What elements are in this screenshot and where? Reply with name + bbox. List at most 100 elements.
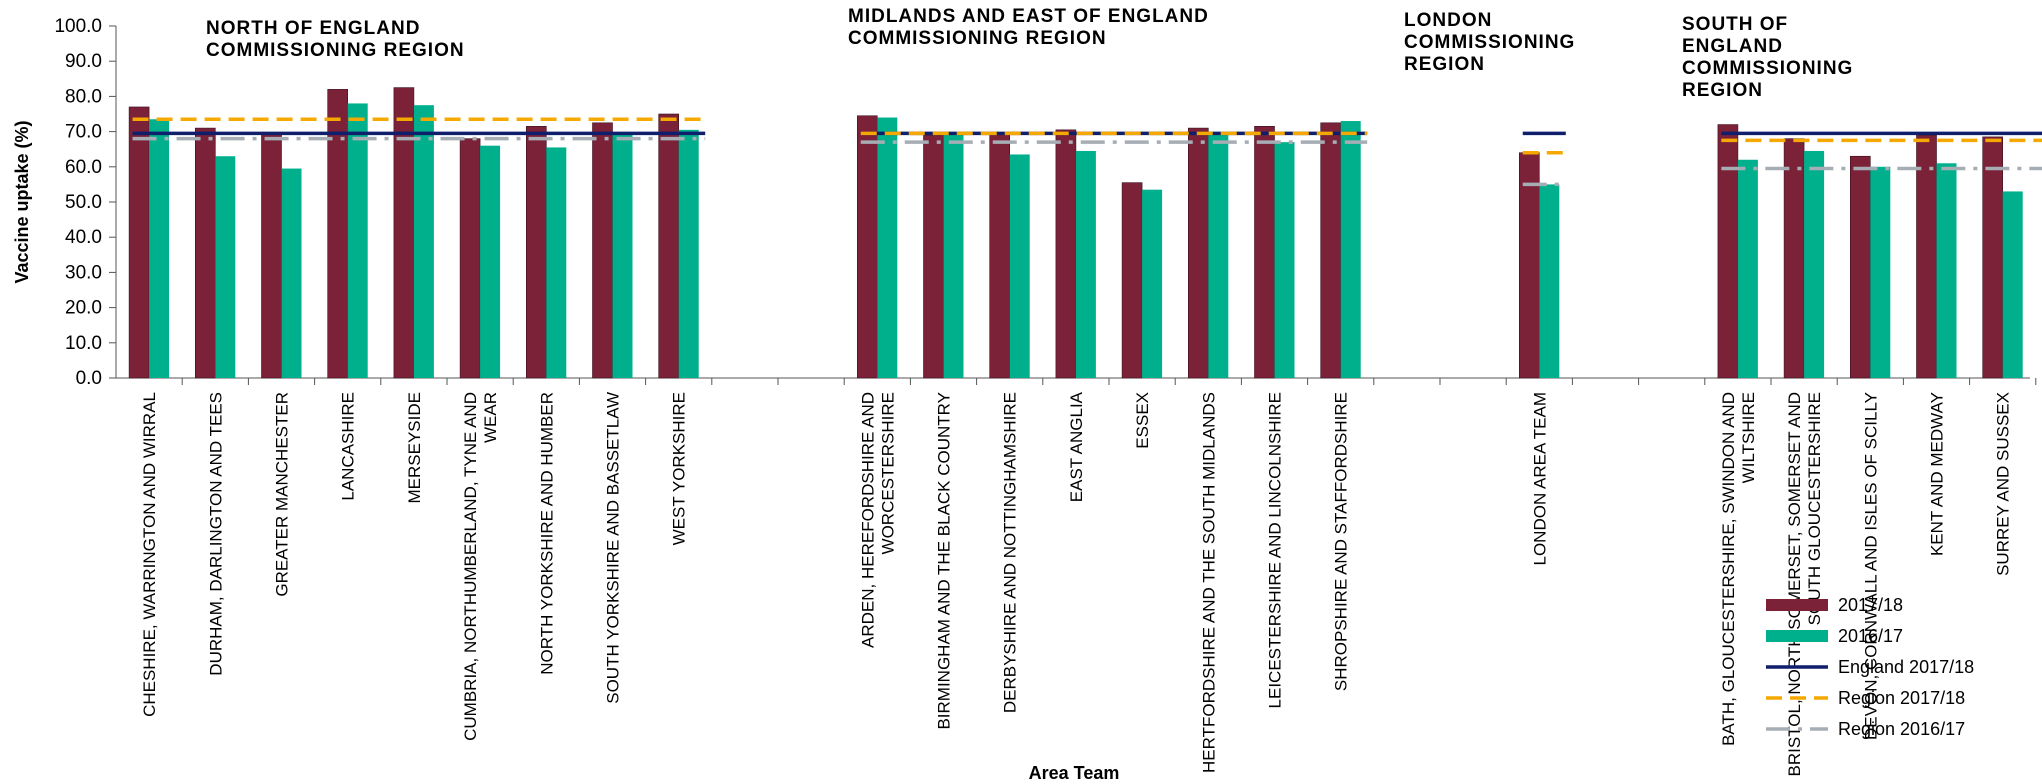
category-label-line: WILTSHIRE: [1739, 392, 1758, 483]
legend-swatch: [1766, 630, 1828, 642]
bar-2017-18: [1982, 136, 2003, 379]
category-label: KENT AND MEDWAY: [1928, 392, 1947, 556]
category-label-line: ARDEN, HEREFORDSHIRE AND: [858, 392, 877, 648]
category-label: DEVON, CORNWALL AND ISLES OF SCILLY: [1861, 392, 1880, 740]
legend-item: England 2017/18: [1766, 657, 1974, 677]
legend: 2017/18 2016/17 England 2017/18 Region 2017…: [1766, 595, 1974, 739]
y-tick-label: 60.0: [65, 157, 102, 178]
category-label-line: GREATER MANCHESTER: [273, 392, 292, 597]
category-label: SOUTH YORKSHIRE AND BASSETLAW: [604, 392, 623, 704]
category-label-line: LEICESTERSHIRE AND LINCOLNSHIRE: [1266, 392, 1285, 708]
category-label: ESSEX: [1133, 392, 1152, 449]
legend-label: England 2017/18: [1838, 657, 1974, 677]
category-label: EAST ANGLIA: [1067, 391, 1086, 502]
category-label: DURHAM, DARLINGTON AND TEES: [206, 392, 225, 676]
region-title-line: COMMISSIONING REGION: [848, 28, 1107, 49]
region-title-line: COMMISSIONING: [1404, 32, 1575, 53]
category-label: MERSEYSIDE: [405, 392, 424, 503]
region-title-line: COMMISSIONING: [1682, 58, 1853, 79]
bar-2016-17: [1009, 154, 1030, 378]
region-title-line: MIDLANDS AND EAST OF ENGLAND: [848, 6, 1209, 27]
bar-2017-18: [592, 122, 613, 379]
bar-2016-17: [347, 103, 368, 378]
bar-2016-17: [1274, 142, 1295, 378]
region-title-line: ENGLAND: [1682, 36, 1783, 57]
bar-2017-18: [923, 134, 944, 379]
bar-2016-17: [877, 117, 898, 379]
bar-2017-18: [1519, 152, 1540, 379]
y-tick-label: 90.0: [65, 51, 102, 72]
bar-2016-17: [1539, 184, 1560, 378]
bar-2017-18: [1717, 124, 1739, 379]
bar-2016-17: [678, 129, 699, 378]
category-label: BATH, GLOUCESTERSHIRE, SWINDON AND WILTSH…: [1719, 392, 1758, 746]
category-label-line: NORTH YORKSHIRE AND HUMBER: [537, 392, 556, 675]
category-label-line: SOUTH YORKSHIRE AND BASSETLAW: [604, 392, 623, 704]
y-tick-label: 0.0: [76, 368, 102, 389]
category-label: NORTH YORKSHIRE AND HUMBER: [537, 392, 556, 675]
bar-2017-18: [195, 127, 216, 379]
category-label-line: ESSEX: [1133, 392, 1152, 449]
bar-2016-17: [1142, 189, 1163, 378]
y-tick-label: 30.0: [65, 262, 102, 283]
bar-2017-18: [658, 113, 680, 379]
legend-item: 2017/18: [1766, 595, 1903, 615]
category-label-line: DERBYSHIRE AND NOTTINGHAMSHIRE: [1001, 392, 1020, 713]
axes: 0.0 10.0 20.0 30.0 40.0 50.0 60.0 70.0 80.0 90.0 1…: [54, 16, 2037, 389]
bar-2016-17: [612, 133, 633, 378]
bar-2016-17: [1075, 150, 1096, 378]
x-axis-title: Area Team: [1029, 763, 1120, 783]
category-label-line: WEAR: [481, 392, 500, 443]
category-label-line: CUMBRIA, NORTHUMBERLAND, TYNE AND: [461, 392, 480, 741]
bar-2016-17: [1804, 150, 1825, 378]
region-title-line: COMMISSIONING REGION: [206, 40, 465, 61]
bar-2016-17: [1737, 159, 1758, 378]
bar-2017-18: [989, 133, 1011, 379]
bar-2017-18: [1916, 134, 1937, 379]
bar-2016-17: [215, 156, 236, 378]
category-label: WEST YORKSHIRE: [670, 392, 689, 545]
bar-2017-18: [856, 115, 878, 379]
category-label-line: WEST YORKSHIRE: [670, 392, 689, 545]
legend-label: Region 2017/18: [1838, 688, 1965, 708]
category-label-line: HERTFORDSHIRE AND THE SOUTH MIDLANDS: [1199, 392, 1218, 773]
category-label-line: BRISTOL, NORTH SOMERSET, SOMERSET AND: [1785, 392, 1804, 776]
category-label-line: LONDON AREA TEAM: [1530, 392, 1549, 566]
bar-2017-18: [525, 126, 547, 379]
category-label-line: SHROPSHIRE AND STAFFORDSHIRE: [1332, 392, 1351, 691]
bar-2016-17: [1936, 163, 1957, 378]
y-axis-title: Vaccine uptake (%): [12, 120, 32, 283]
bar-2017-18: [459, 138, 481, 379]
legend-swatch: [1766, 599, 1828, 611]
category-label: ARDEN, HEREFORDSHIRE AND WORCESTERSHIRE: [858, 392, 897, 648]
y-tick-label: 10.0: [65, 333, 102, 354]
category-label: SHROPSHIRE AND STAFFORDSHIRE: [1332, 392, 1351, 691]
category-label: LEICESTERSHIRE AND LINCOLNSHIRE: [1266, 392, 1285, 708]
y-tick-label: 20.0: [65, 298, 102, 319]
bar-2017-18: [128, 106, 150, 379]
bar-2017-18: [1850, 155, 1871, 379]
bar-2016-17: [480, 145, 501, 378]
legend-label: Region 2016/17: [1838, 719, 1965, 739]
bar-2017-18: [1254, 126, 1275, 379]
y-tick-label: 70.0: [65, 122, 102, 143]
category-label-line: EAST ANGLIA: [1067, 391, 1086, 502]
reference-lines: [132, 117, 2042, 187]
region-title-line: LONDON: [1404, 10, 1492, 31]
category-label-line: BATH, GLOUCESTERSHIRE, SWINDON AND: [1719, 392, 1738, 746]
legend-item: Region 2016/17: [1766, 719, 1965, 739]
category-label-line: LANCASHIRE: [339, 392, 358, 501]
category-label-line: SOUTH GLOUCESTERSHIRE: [1805, 392, 1824, 625]
y-tick-label: 50.0: [65, 192, 102, 213]
category-label-line: WORCESTERSHIRE: [878, 392, 897, 554]
legend-label: 2017/18: [1838, 595, 1903, 615]
region-title-line: SOUTH OF: [1682, 14, 1788, 35]
category-label-line: BIRMINGHAM AND THE BLACK COUNTRY: [935, 392, 954, 730]
category-label-line: CHESHIRE, WARRINGTON AND WIRRAL: [140, 392, 159, 717]
bar-2016-17: [2002, 191, 2023, 378]
bar-2017-18: [261, 133, 282, 379]
y-tick-label: 80.0: [65, 86, 102, 107]
bar-2016-17: [1340, 121, 1361, 378]
